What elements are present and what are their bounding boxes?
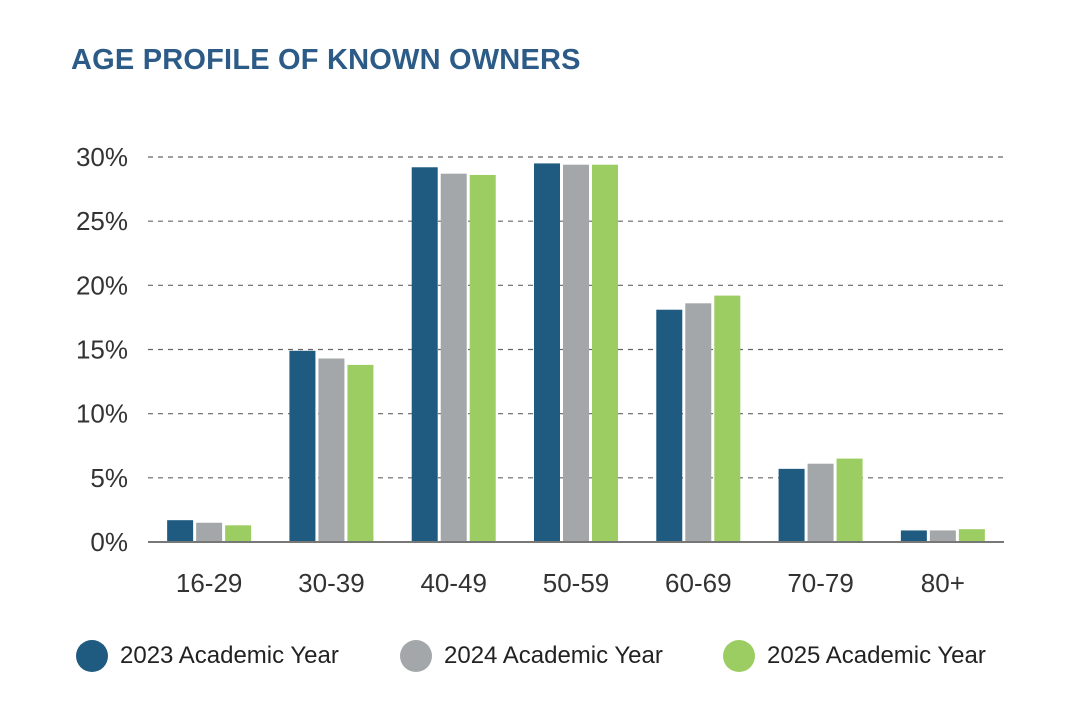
- bar-16-29-2023: [167, 520, 194, 542]
- x-tick-label: 50-59: [543, 568, 610, 598]
- bar-40-49-2024: [440, 173, 467, 542]
- bar-60-69-2023: [656, 309, 683, 542]
- y-tick-label: 5%: [90, 463, 128, 493]
- legend-label-2023: 2023 Academic Year: [120, 642, 339, 669]
- bar-16-29-2025: [225, 525, 252, 542]
- bar-30-39-2023: [289, 350, 316, 542]
- x-axis-ticks: 16-29 30-39 40-49 50-59 60-69 70-79 80+: [176, 568, 965, 598]
- y-axis-ticks: 0% 5% 10% 15% 20% 25% 30%: [76, 142, 128, 557]
- legend-item-2025: 2025 Academic Year: [723, 640, 986, 672]
- x-tick-label: 30-39: [298, 568, 365, 598]
- x-tick-label: 80+: [921, 568, 965, 598]
- y-tick-label: 25%: [76, 206, 128, 236]
- bar-70-79-2024: [807, 463, 834, 542]
- bar-80+-2024: [929, 530, 956, 542]
- chart-title: AGE PROFILE OF KNOWN OWNERS: [71, 44, 581, 76]
- legend-label-2024: 2024 Academic Year: [444, 642, 663, 669]
- bar-40-49-2023: [411, 167, 438, 542]
- legend-swatch-2025: [723, 640, 755, 672]
- bar-80+-2023: [900, 530, 927, 542]
- legend: 2023 Academic Year 2024 Academic Year 20…: [0, 640, 1081, 680]
- x-tick-label: 60-69: [665, 568, 732, 598]
- bar-16-29-2024: [196, 522, 223, 542]
- bar-30-39-2025: [347, 364, 374, 542]
- bar-80+-2025: [958, 529, 985, 542]
- bar-70-79-2025: [836, 458, 863, 542]
- y-tick-label: 20%: [76, 270, 128, 300]
- legend-swatch-2023: [76, 640, 108, 672]
- x-tick-label: 16-29: [176, 568, 243, 598]
- bar-70-79-2023: [778, 468, 805, 542]
- legend-label-2025: 2025 Academic Year: [767, 642, 986, 669]
- bar-60-69-2024: [685, 303, 712, 542]
- bars: [167, 163, 985, 542]
- legend-item-2024: 2024 Academic Year: [400, 640, 663, 672]
- bar-40-49-2025: [469, 174, 496, 542]
- x-tick-label: 40-49: [420, 568, 487, 598]
- bar-60-69-2025: [714, 295, 741, 542]
- bar-50-59-2023: [534, 163, 560, 542]
- bar-50-59-2024: [563, 164, 589, 542]
- bar-50-59-2025: [592, 164, 618, 542]
- x-tick-label: 70-79: [787, 568, 854, 598]
- legend-swatch-2024: [400, 640, 432, 672]
- y-tick-label: 30%: [76, 142, 128, 172]
- y-tick-label: 10%: [76, 399, 128, 429]
- y-tick-label: 15%: [76, 335, 128, 365]
- bar-chart: 0% 5% 10% 15% 20% 25% 30% 16-29 30-39 40-49 50-59…: [76, 142, 1004, 598]
- bar-30-39-2024: [318, 358, 345, 542]
- y-tick-label: 0%: [90, 527, 128, 557]
- legend-item-2023: 2023 Academic Year: [76, 640, 339, 672]
